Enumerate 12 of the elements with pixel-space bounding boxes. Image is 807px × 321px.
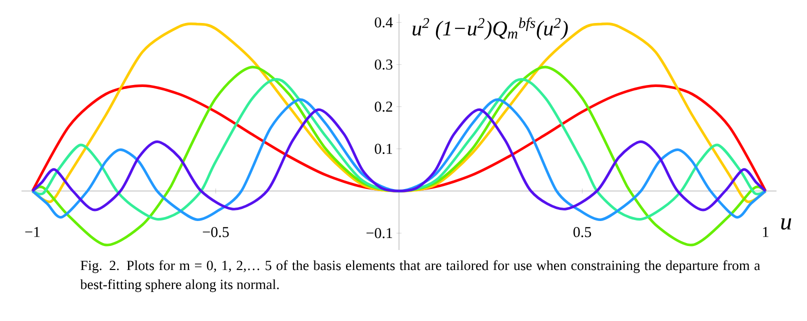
y-tick-label: 0.4 [374,17,393,28]
y-tick-label: −0.1 [366,228,392,238]
caption: Fig. 2. Plots for m = 0, 1, 2,… 5 of the basis elements that are tailored for use when constraining the departure from a best-fitting sphere along its normal. [80,260,760,292]
x-tick-label: 1 [763,227,768,237]
y-tick-label: 0.3 [374,59,392,70]
x-tick-label: −0.5 [202,227,229,238]
x-tick-label: 0.5 [573,227,592,238]
x-tick-label: −1 [25,227,40,237]
y-tick-label: 0.2 [374,102,392,112]
text: u$^{2}$ (1−u$^{2}$)Q$_{m}$$^{bfs}$(u$^{2}$) [412,18,568,40]
x-axis-title: u [781,218,792,230]
y-tick-label: 0.1 [374,144,392,154]
